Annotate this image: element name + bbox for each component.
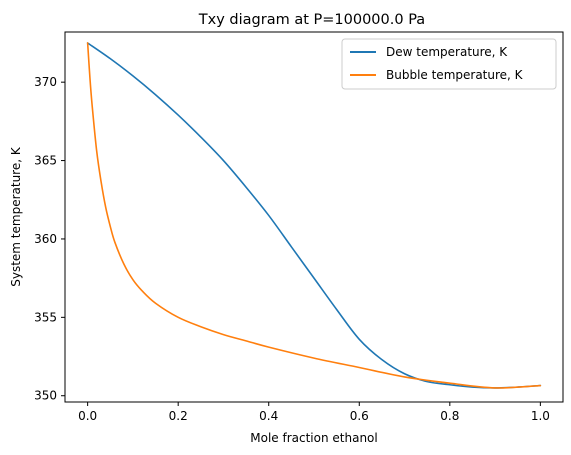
legend: Dew temperature, K Bubble temperature, K	[341, 38, 557, 90]
x-tick-label: 0.6	[350, 409, 369, 423]
legend-box	[341, 38, 557, 90]
x-tick-label: 0.2	[169, 409, 188, 423]
y-axis-ticks: 350 355 360 365 370	[34, 75, 65, 403]
y-tick-label: 350	[34, 389, 57, 403]
dew-temperature-line	[86, 42, 542, 389]
x-axis-label: Mole fraction ethanol	[250, 431, 377, 445]
y-tick-label: 360	[34, 232, 57, 246]
y-tick-label: 365	[34, 154, 57, 168]
series-lines	[86, 42, 542, 389]
x-tick-label: 0.0	[78, 409, 97, 423]
x-tick-label: 0.4	[259, 409, 278, 423]
legend-label-dew: Dew temperature, K	[386, 45, 508, 59]
x-tick-label: 0.8	[440, 409, 459, 423]
y-axis-label: System temperature, K	[9, 146, 23, 287]
bubble-temperature-line	[86, 42, 542, 389]
y-tick-label: 370	[34, 75, 57, 89]
plot-frame	[64, 31, 564, 403]
chart-title: Txy diagram at P=100000.0 Pa	[198, 12, 425, 28]
plot-area: 0.0 0.2 0.4 0.6 0.8 1.0 350 355 360 365 370	[34, 31, 564, 423]
x-tick-label: 1.0	[531, 409, 550, 423]
y-tick-label: 355	[34, 310, 57, 324]
legend-label-bubble: Bubble temperature, K	[386, 68, 524, 82]
x-axis-ticks: 0.0 0.2 0.4 0.6 0.8 1.0	[78, 402, 550, 423]
